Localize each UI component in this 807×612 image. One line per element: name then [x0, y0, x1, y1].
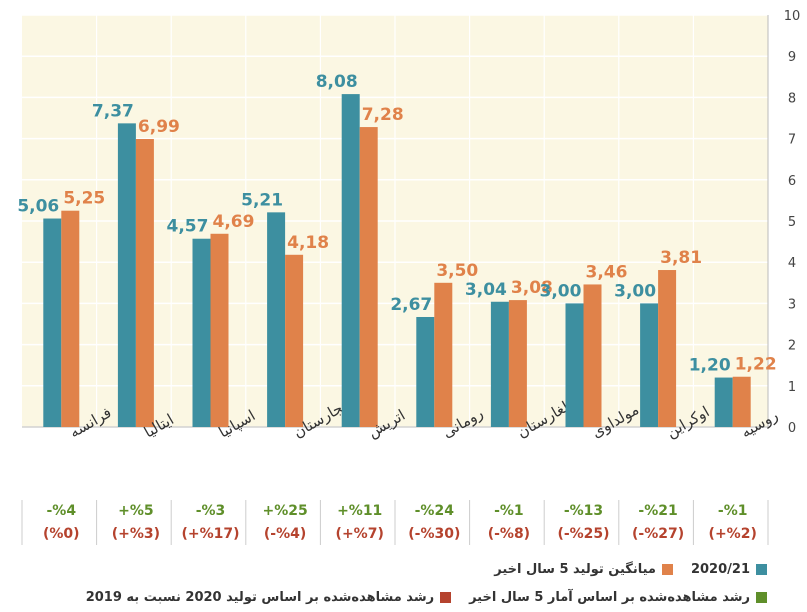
value-label-5yr-avg-8: 3,81 [660, 248, 702, 268]
legend-item-5yr-avg: میانگین تولید 5 سال اخیر [494, 562, 673, 577]
value-label-2020-2: 4,57 [167, 217, 209, 237]
legend-row-2: رشد مشاهده‌شده بر اساس آمار 5 سال اخیر ر… [68, 590, 767, 605]
growth-5yr-label-8: -%21 [638, 503, 677, 519]
value-label-5yr-avg-3: 4,18 [287, 233, 329, 253]
bar-2020-8 [640, 303, 659, 427]
value-label-2020-9: 1,20 [689, 356, 731, 376]
growth-2019-label-8: (-%27) [632, 526, 684, 542]
bar-2020-5 [416, 316, 435, 427]
legend-swatch-growth-2019 [440, 592, 452, 603]
value-label-2020-0: 5,06 [17, 197, 59, 217]
y-tick-label-10: 10 [784, 9, 801, 24]
growth-2019-label-2: (+%17) [181, 526, 239, 542]
growth-5yr-label-4: +%11 [337, 503, 382, 519]
y-tick-label-3: 3 [788, 297, 796, 312]
y-tick-label-2: 2 [788, 339, 796, 354]
bar-5yr-avg-6 [508, 300, 527, 427]
bar-2020-2 [192, 238, 211, 427]
y-tick-label-5: 5 [788, 215, 796, 230]
growth-5yr-label-5: -%24 [415, 503, 455, 519]
legend-row-1: 2020/21 میانگین تولید 5 سال اخیر [476, 562, 767, 577]
value-label-5yr-avg-1: 6,99 [138, 117, 180, 137]
bar-5yr-avg-0 [61, 210, 80, 427]
growth-2019-label-3: (-%4) [264, 526, 306, 542]
value-label-2020-8: 3,00 [614, 281, 656, 301]
bar-2020-7 [565, 303, 584, 427]
growth-2019-label-5: (-%30) [408, 526, 460, 542]
bar-2020-4 [341, 94, 360, 427]
bar-5yr-avg-2 [210, 233, 229, 427]
legend-label-2020: 2020/21 [690, 562, 750, 577]
y-tick-label-8: 8 [788, 91, 796, 106]
y-tick-label-7: 7 [788, 133, 796, 148]
bar-5yr-avg-7 [583, 284, 602, 427]
legend-swatch-5yr-avg [661, 564, 673, 575]
bar-5yr-avg-1 [135, 139, 154, 427]
bar-2020-6 [490, 301, 509, 427]
value-label-2020-1: 7,37 [92, 101, 134, 121]
bar-2020-1 [117, 123, 136, 427]
growth-2019-label-4: (+%7) [336, 526, 384, 542]
value-label-5yr-avg-0: 5,25 [63, 189, 105, 209]
bar-5yr-avg-8 [658, 270, 677, 427]
growth-5yr-label-9: -%1 [718, 503, 748, 519]
growth-5yr-label-7: -%13 [564, 503, 603, 519]
growth-5yr-label-3: +%25 [262, 503, 307, 519]
bar-5yr-avg-9 [732, 376, 751, 427]
bar-2020-0 [43, 218, 62, 427]
growth-5yr-label-1: +%5 [118, 503, 154, 519]
value-label-5yr-avg-5: 3,50 [436, 261, 478, 281]
growth-2019-label-1: (+%3) [112, 526, 160, 542]
bar-2020-3 [267, 212, 286, 427]
value-label-5yr-avg-2: 4,69 [213, 212, 255, 232]
growth-2019-label-7: (-%25) [557, 526, 609, 542]
value-label-2020-3: 5,21 [241, 190, 283, 210]
legend-item-growth-5yr: رشد مشاهده‌شده بر اساس آمار 5 سال اخیر [469, 590, 767, 605]
legend-label-5yr-avg: میانگین تولید 5 سال اخیر [494, 562, 656, 577]
bar-2020-9 [714, 377, 733, 427]
legend-label-growth-5yr: رشد مشاهده‌شده بر اساس آمار 5 سال اخیر [469, 590, 750, 605]
value-label-5yr-avg-4: 7,28 [362, 105, 404, 125]
bar-5yr-avg-5 [434, 282, 453, 427]
bar-5yr-avg-4 [359, 127, 378, 428]
growth-5yr-label-0: -%4 [47, 503, 77, 519]
legend-swatch-2020 [756, 564, 767, 575]
y-tick-label-1: 1 [788, 380, 796, 395]
y-tick-label-0: 0 [788, 421, 796, 436]
growth-2019-label-9: (+%2) [709, 526, 757, 542]
y-tick-label-6: 6 [788, 174, 796, 189]
y-tick-label-4: 4 [788, 256, 796, 271]
growth-2019-label-0: (%0) [43, 526, 80, 542]
value-label-5yr-avg-7: 3,46 [586, 262, 628, 282]
growth-5yr-label-6: -%1 [494, 503, 524, 519]
value-label-2020-4: 8,08 [316, 72, 358, 92]
y-tick-label-9: 9 [788, 50, 796, 65]
legend-label-growth-2019: رشد مشاهده‌شده بر اساس تولید 2020 نسبت ب… [85, 590, 435, 605]
value-label-5yr-avg-9: 1,22 [735, 355, 777, 375]
bar-5yr-avg-3 [285, 254, 304, 427]
value-label-5yr-avg-6: 3,08 [511, 278, 553, 298]
legend-item-2020: 2020/21 [691, 562, 767, 577]
legend-swatch-growth-5yr [756, 592, 767, 603]
value-label-2020-5: 2,67 [390, 295, 432, 315]
value-label-2020-7: 3,00 [540, 281, 582, 301]
growth-5yr-label-2: -%3 [196, 503, 226, 519]
growth-2019-label-6: (-%8) [488, 526, 530, 542]
legend-item-growth-2019: رشد مشاهده‌شده بر اساس تولید 2020 نسبت ب… [85, 590, 452, 605]
value-label-2020-6: 3,04 [465, 280, 507, 300]
